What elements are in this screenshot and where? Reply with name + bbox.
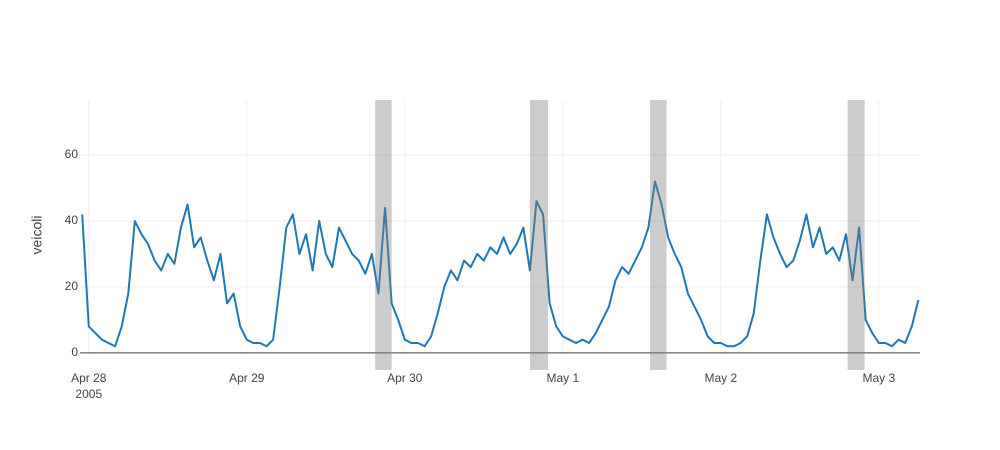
shaded-range [650, 100, 667, 370]
shaded-range [529, 100, 549, 370]
data-line [81, 180, 920, 348]
x-tick-label: May 2 [704, 371, 737, 385]
shaded-range [847, 100, 865, 370]
x-tick-label: May 1 [546, 371, 579, 385]
y-tick-label: 0 [71, 345, 78, 359]
y-tick-label: 20 [65, 279, 79, 293]
x-year-label: 2005 [75, 387, 102, 401]
x-tick-label: Apr 30 [387, 371, 423, 385]
shaded-range [375, 100, 392, 370]
y-tick-label: 60 [65, 147, 79, 161]
x-tick-label: Apr 28 [71, 371, 107, 385]
y-axis-title: veicoli [29, 216, 45, 255]
x-tick-label: May 3 [863, 371, 896, 385]
y-tick-label: 40 [65, 213, 79, 227]
x-tick-label: Apr 29 [229, 371, 265, 385]
